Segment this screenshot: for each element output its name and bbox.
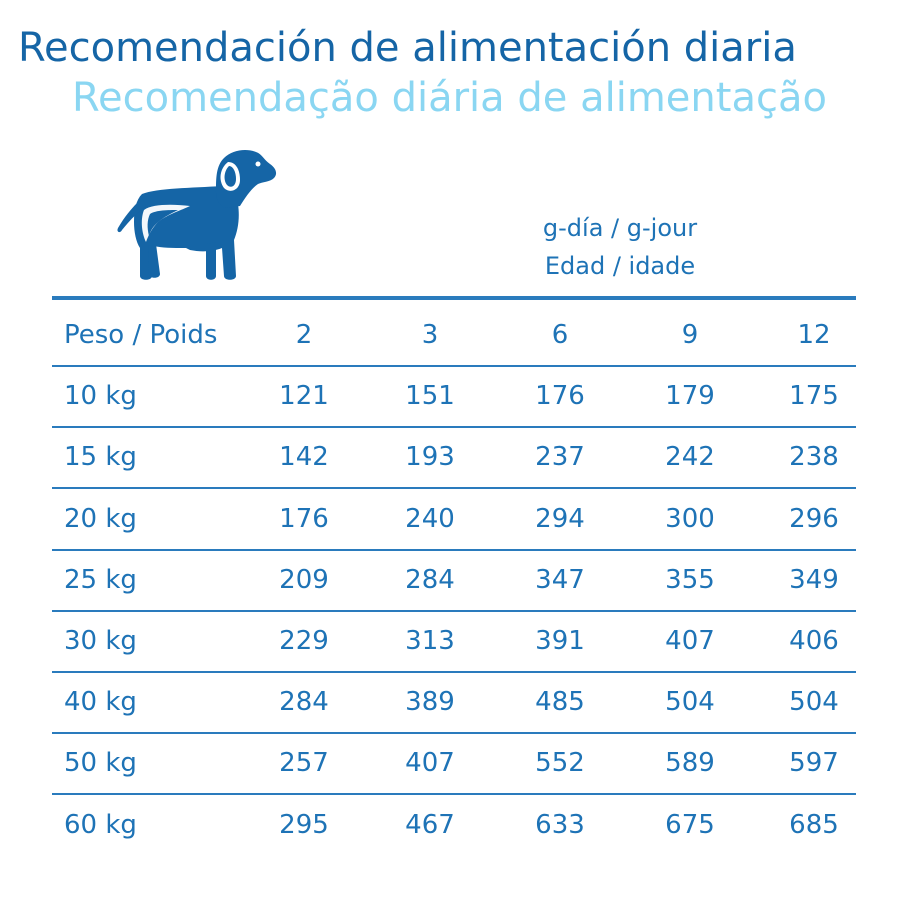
amount-cell: 176: [279, 503, 329, 534]
row-divider: [52, 732, 856, 735]
amount-cell: 240: [405, 503, 455, 534]
table-row: 40 kg 284 389 485 504 504: [52, 672, 856, 732]
dog-icon: [117, 150, 277, 280]
amount-cell: 238: [789, 442, 839, 473]
weight-cell: 40 kg: [64, 687, 137, 718]
amount-cell: 389: [405, 687, 455, 718]
weight-cell: 15 kg: [64, 442, 137, 473]
row-divider: [52, 609, 856, 612]
table-top-rule: [52, 296, 856, 300]
amount-cell: 300: [665, 503, 715, 534]
amount-cell: 121: [279, 381, 329, 412]
amount-cell: 485: [535, 687, 585, 718]
amount-cell: 406: [789, 626, 839, 656]
amount-cell: 407: [665, 626, 715, 656]
table-row: 60 kg 295 467 633 675 685: [52, 795, 856, 855]
amount-cell: 296: [789, 503, 839, 534]
amount-cell: 237: [535, 442, 585, 473]
amount-cell: 229: [279, 626, 329, 656]
age-header-cell: 12: [797, 320, 831, 350]
amount-cell: 295: [279, 809, 329, 840]
row-divider: [52, 365, 856, 367]
amount-cell: 597: [789, 748, 839, 779]
title-portuguese: Recomendação diária de alimentação: [72, 75, 827, 121]
table-row: 30 kg 229 313 391 407 406: [52, 611, 856, 671]
amount-cell: 175: [789, 381, 839, 412]
table-row: 20 kg 176 240 294 300 296: [52, 489, 856, 549]
weight-cell: 50 kg: [64, 748, 137, 779]
weight-cell: 30 kg: [64, 626, 137, 656]
amount-cell: 355: [665, 564, 715, 595]
amount-cell: 675: [665, 809, 715, 840]
weight-cell: 60 kg: [64, 809, 137, 840]
age-header-cell: 2: [295, 320, 313, 350]
amount-cell: 176: [535, 381, 585, 412]
amount-cell: 467: [405, 809, 455, 840]
table-row: 25 kg 209 284 347 355 349: [52, 550, 856, 610]
amount-cell: 349: [789, 564, 839, 595]
row-divider: [52, 671, 856, 673]
amount-cell: 504: [665, 687, 715, 718]
amount-cell: 685: [789, 809, 839, 840]
unit-label: g-día / g-jour: [542, 214, 698, 242]
weight-cell: 20 kg: [64, 503, 137, 534]
amount-cell: 504: [789, 687, 839, 718]
amount-cell: 313: [405, 626, 455, 656]
amount-cell: 284: [405, 564, 455, 595]
amount-cell: 391: [535, 626, 585, 656]
amount-cell: 347: [535, 564, 585, 595]
weight-header: Peso / Poids: [64, 320, 218, 350]
age-header-cell: 9: [681, 320, 699, 350]
amount-cell: 142: [279, 442, 329, 473]
title-spanish: Recomendación de alimentación diaria: [18, 25, 797, 71]
amount-cell: 193: [405, 442, 455, 473]
amount-cell: 284: [279, 687, 329, 718]
row-divider: [52, 426, 856, 429]
amount-cell: 407: [405, 748, 455, 779]
row-divider: [52, 548, 856, 551]
amount-cell: 257: [279, 748, 329, 779]
row-divider: [52, 487, 856, 490]
age-header-cell: 6: [551, 320, 569, 350]
age-header-cell: 3: [421, 320, 439, 350]
amount-cell: 209: [279, 564, 329, 595]
table-row: 50 kg 257 407 552 589 597: [52, 733, 856, 793]
amount-cell: 151: [405, 381, 455, 412]
amount-cell: 242: [665, 442, 715, 473]
table-header-row: Peso / Poids 2 3 6 9 12: [52, 305, 856, 365]
weight-cell: 25 kg: [64, 564, 137, 595]
table-row: 15 kg 142 193 237 242 238: [52, 427, 856, 487]
row-divider: [52, 793, 856, 796]
table-row: 10 kg 121 151 176 179 175: [52, 366, 856, 426]
amount-cell: 633: [535, 809, 585, 840]
amount-cell: 294: [535, 503, 585, 534]
amount-cell: 552: [535, 748, 585, 779]
age-label: Edad / idade: [544, 252, 696, 280]
amount-cell: 589: [665, 748, 715, 779]
amount-cell: 179: [665, 381, 715, 412]
weight-cell: 10 kg: [64, 381, 137, 412]
